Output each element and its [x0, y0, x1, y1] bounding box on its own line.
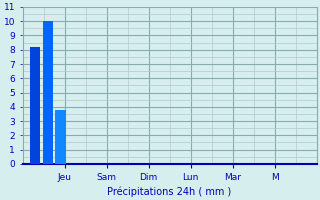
- Bar: [43, 21, 53, 164]
- Bar: [30, 47, 40, 164]
- Bar: [55, 110, 66, 164]
- X-axis label: Précipitations 24h ( mm ): Précipitations 24h ( mm ): [108, 186, 232, 197]
